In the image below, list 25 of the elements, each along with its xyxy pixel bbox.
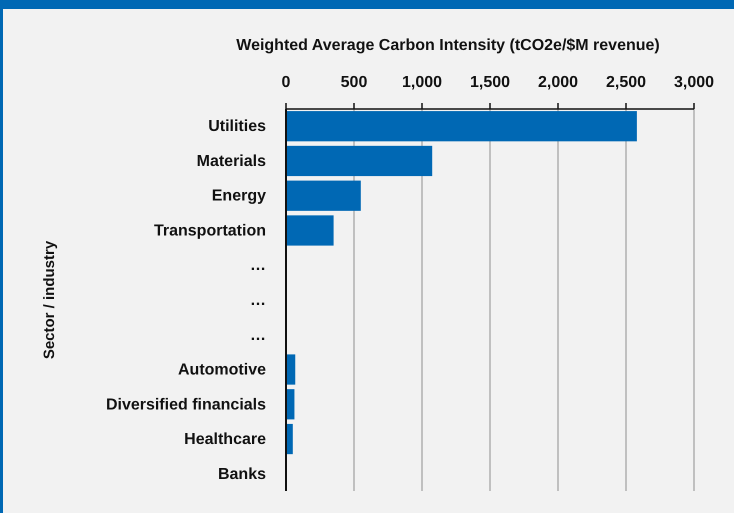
y-tick-label: … bbox=[250, 292, 266, 309]
y-tick-label: Diversified financials bbox=[106, 396, 266, 414]
bar bbox=[286, 146, 432, 176]
y-tick-label: Materials bbox=[196, 152, 266, 170]
y-tick-label: Banks bbox=[218, 466, 266, 483]
y-tick-label: … bbox=[250, 257, 266, 274]
bar bbox=[286, 215, 334, 246]
x-tick-label: 2,000 bbox=[538, 74, 578, 91]
y-tick-label: Transportation bbox=[154, 222, 266, 240]
x-tick-label: 3,000 bbox=[674, 74, 714, 91]
x-tick-label: 1,000 bbox=[402, 74, 442, 91]
y-axis-title: Sector / industry bbox=[41, 240, 58, 360]
x-tick-label: 2,500 bbox=[606, 74, 646, 91]
y-tick-label: Healthcare bbox=[184, 431, 266, 448]
y-tick-label: Utilities bbox=[208, 118, 266, 136]
x-tick-label: 1,500 bbox=[470, 74, 510, 91]
y-tick-label: … bbox=[250, 326, 266, 344]
y-tick-label: Energy bbox=[212, 188, 266, 205]
x-axis-title: Weighted Average Carbon Intensity (tCO2e/$M revenue) bbox=[236, 37, 660, 54]
bar bbox=[286, 389, 294, 420]
x-tick-label: 0 bbox=[282, 74, 291, 91]
bar bbox=[286, 111, 637, 142]
bar bbox=[286, 180, 361, 211]
x-tick-label: 500 bbox=[340, 74, 368, 91]
y-tick-label: Automotive bbox=[178, 362, 266, 379]
